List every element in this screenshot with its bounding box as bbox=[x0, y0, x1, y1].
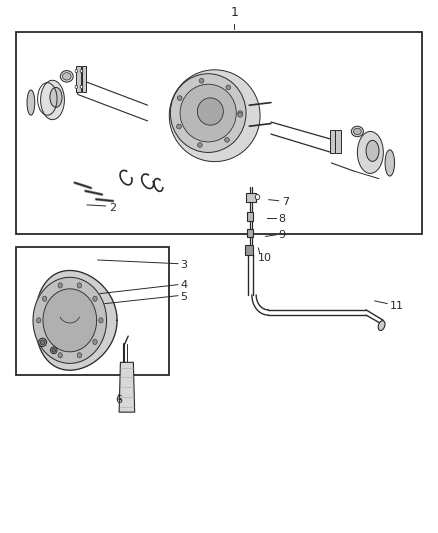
Ellipse shape bbox=[177, 96, 182, 100]
Ellipse shape bbox=[52, 349, 56, 352]
Ellipse shape bbox=[199, 78, 204, 83]
Text: 1: 1 bbox=[230, 6, 238, 19]
Ellipse shape bbox=[226, 85, 231, 90]
FancyBboxPatch shape bbox=[245, 245, 253, 255]
FancyBboxPatch shape bbox=[247, 212, 253, 221]
Ellipse shape bbox=[63, 72, 71, 80]
Ellipse shape bbox=[180, 84, 236, 142]
Ellipse shape bbox=[353, 128, 361, 135]
Polygon shape bbox=[336, 131, 340, 154]
Ellipse shape bbox=[198, 98, 223, 125]
Ellipse shape bbox=[170, 74, 246, 152]
Polygon shape bbox=[119, 362, 134, 412]
Ellipse shape bbox=[225, 138, 230, 142]
Ellipse shape bbox=[385, 150, 395, 176]
Ellipse shape bbox=[75, 85, 78, 88]
Ellipse shape bbox=[42, 340, 47, 344]
FancyBboxPatch shape bbox=[16, 32, 422, 234]
FancyBboxPatch shape bbox=[16, 247, 169, 375]
Ellipse shape bbox=[366, 140, 379, 161]
Ellipse shape bbox=[75, 69, 78, 72]
Ellipse shape bbox=[238, 111, 243, 116]
Ellipse shape bbox=[50, 347, 57, 354]
Ellipse shape bbox=[39, 338, 46, 346]
Ellipse shape bbox=[36, 318, 41, 323]
Ellipse shape bbox=[41, 80, 64, 119]
Ellipse shape bbox=[177, 124, 181, 129]
Ellipse shape bbox=[60, 70, 73, 82]
Text: 6: 6 bbox=[115, 395, 122, 405]
Ellipse shape bbox=[50, 87, 62, 107]
Ellipse shape bbox=[58, 353, 62, 358]
Ellipse shape bbox=[198, 143, 202, 147]
Ellipse shape bbox=[77, 353, 81, 358]
Ellipse shape bbox=[93, 296, 97, 301]
Polygon shape bbox=[330, 131, 336, 154]
Text: 7: 7 bbox=[282, 197, 289, 207]
Ellipse shape bbox=[351, 126, 364, 136]
Polygon shape bbox=[35, 270, 117, 370]
Text: 5: 5 bbox=[180, 292, 187, 302]
Polygon shape bbox=[82, 66, 86, 92]
Text: 9: 9 bbox=[279, 230, 286, 240]
Ellipse shape bbox=[93, 340, 97, 344]
Text: 4: 4 bbox=[180, 280, 187, 289]
Ellipse shape bbox=[77, 283, 81, 288]
Ellipse shape bbox=[378, 321, 385, 330]
Ellipse shape bbox=[238, 112, 243, 117]
Ellipse shape bbox=[99, 318, 103, 323]
Ellipse shape bbox=[58, 283, 62, 288]
Ellipse shape bbox=[80, 85, 83, 88]
Polygon shape bbox=[76, 66, 81, 92]
Ellipse shape bbox=[357, 132, 383, 173]
Ellipse shape bbox=[40, 340, 45, 345]
Polygon shape bbox=[43, 289, 97, 352]
FancyBboxPatch shape bbox=[246, 193, 256, 202]
FancyBboxPatch shape bbox=[247, 229, 253, 237]
Ellipse shape bbox=[255, 195, 260, 200]
Text: 10: 10 bbox=[258, 253, 272, 263]
Text: 8: 8 bbox=[279, 214, 286, 224]
Ellipse shape bbox=[27, 90, 35, 115]
Text: 3: 3 bbox=[180, 260, 187, 270]
Ellipse shape bbox=[42, 296, 47, 301]
Polygon shape bbox=[33, 277, 106, 364]
Text: 11: 11 bbox=[390, 301, 404, 311]
Ellipse shape bbox=[169, 70, 260, 161]
Text: 2: 2 bbox=[109, 203, 116, 213]
Ellipse shape bbox=[80, 69, 83, 72]
